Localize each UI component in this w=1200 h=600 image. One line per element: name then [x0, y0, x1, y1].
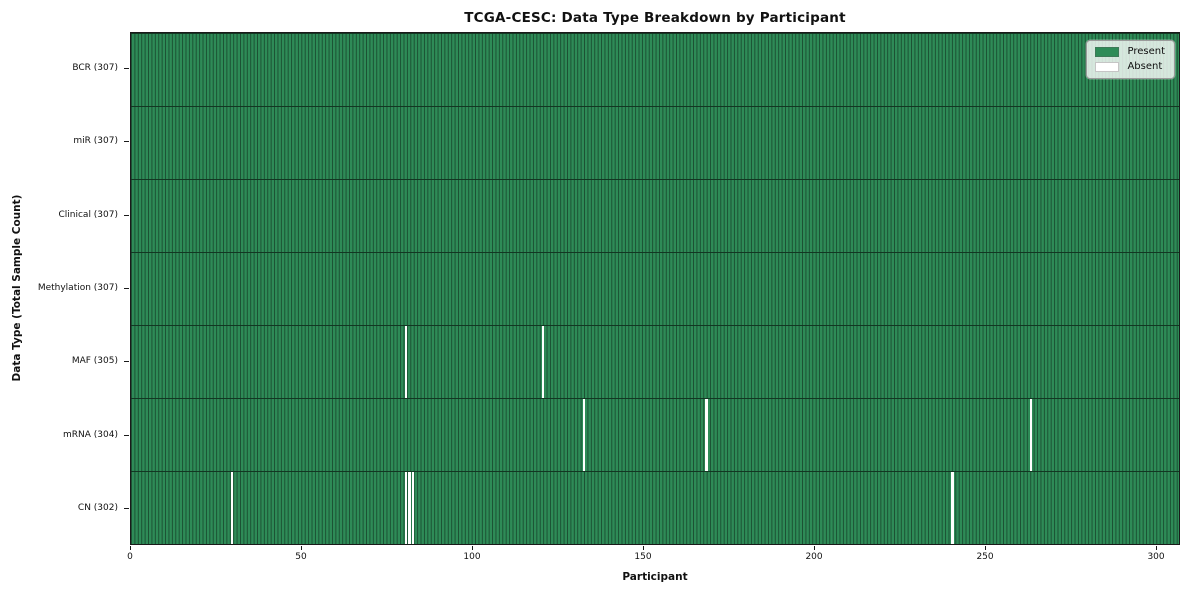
- absent-cell-mRNA-168: [705, 399, 708, 471]
- heatmap-row-MAF: [131, 325, 1179, 398]
- legend-swatch: [1095, 47, 1120, 57]
- x-tick-label: 0: [127, 552, 133, 562]
- y-tick-label: Methylation (307): [37, 283, 118, 293]
- x-tick-mark: [471, 546, 473, 550]
- y-tick-label: mRNA (304): [63, 429, 118, 440]
- legend-label: Present: [1127, 46, 1165, 57]
- x-tick-mark: [129, 546, 131, 550]
- absent-cell-CN-29: [230, 472, 234, 544]
- chart-title: TCGA-CESC: Data Type Breakdown by Partic…: [464, 10, 846, 26]
- absent-cell-MAF-120: [541, 326, 544, 398]
- legend-swatch: [1095, 62, 1120, 72]
- x-tick-mark: [813, 546, 815, 550]
- y-tick-mark: [124, 214, 129, 216]
- y-tick-label: CN (302): [77, 502, 118, 513]
- legend-item-present: Present: [1095, 47, 1165, 57]
- absent-cell-CN-80: [404, 472, 408, 544]
- x-tick-label: 200: [805, 552, 823, 562]
- heatmap-row-Methylation: [131, 252, 1179, 325]
- legend-item-absent: Absent: [1095, 62, 1165, 72]
- absent-cell-CN-82: [411, 472, 415, 544]
- heatmap-row-mRNA: [131, 398, 1179, 471]
- y-tick-label: miR (307): [73, 136, 118, 147]
- x-tick-mark: [300, 546, 302, 550]
- x-tick-label: 300: [1147, 552, 1165, 562]
- absent-cell-CN-81: [408, 472, 411, 544]
- x-axis-ticks: 0 50 100 150 200 250 300: [127, 545, 1180, 569]
- heatmap-row-BCR: [131, 33, 1179, 106]
- heatmap-row-Clinical: [131, 179, 1179, 252]
- y-tick-label: Clinical (307): [58, 209, 118, 220]
- y-tick-label: MAF (305): [71, 356, 118, 367]
- y-tick-mark: [124, 361, 129, 363]
- x-tick-mark: [984, 546, 986, 550]
- legend-label: Absent: [1127, 61, 1163, 72]
- y-tick-mark: [124, 288, 129, 289]
- heatmap-plot: Present Absent: [130, 32, 1180, 545]
- x-axis-label: Participant: [622, 571, 688, 583]
- legend: Present Absent: [1086, 40, 1175, 79]
- x-tick-label: 100: [463, 552, 481, 562]
- absent-cell-CN-240: [951, 472, 954, 544]
- absent-cell-mRNA-263: [1029, 399, 1033, 471]
- absent-cell-MAF-80: [404, 326, 408, 398]
- y-tick-mark: [124, 507, 129, 509]
- x-tick-mark: [1155, 546, 1157, 550]
- absent-cell-mRNA-132: [582, 399, 585, 471]
- heatmap-row-miR: [131, 106, 1179, 179]
- y-tick-mark: [124, 68, 129, 70]
- x-tick-label: 250: [976, 552, 994, 562]
- y-tick-label: BCR (307): [72, 63, 118, 74]
- x-tick-label: 50: [295, 552, 307, 562]
- y-tick-mark: [124, 141, 129, 143]
- y-tick-mark: [124, 434, 129, 436]
- heatmap-row-CN: [131, 471, 1179, 544]
- x-tick-label: 150: [634, 552, 652, 562]
- x-tick-mark: [642, 546, 644, 550]
- y-axis-ticks: BCR (307) miR (307) Clinical (307) Methylat…: [0, 32, 130, 545]
